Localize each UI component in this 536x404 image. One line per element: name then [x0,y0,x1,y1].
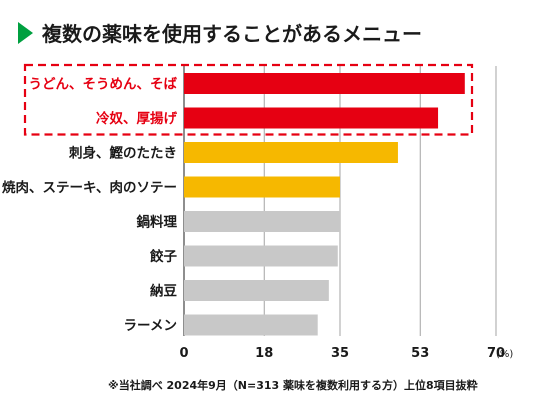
source-note: ※当社調べ 2024年9月（N=313 薬味を複数利用する方）上位8項目抜粋 [108,378,478,392]
tick-label: 18 [255,346,273,361]
category-label: 納豆 [150,283,177,300]
title-triangle-icon [18,22,33,44]
bar [184,176,340,198]
unit-label: (%) [496,349,513,360]
bar [184,73,465,94]
tick-label: 0 [179,346,188,361]
bar [184,107,439,129]
category-label: 冷奴、厚揚げ [96,110,177,127]
category-label: ラーメン [124,318,177,334]
tick-label: 53 [411,346,429,361]
category-label: 鍋料理 [137,214,178,231]
bar [184,280,329,301]
bar [184,142,398,163]
bar [184,211,340,232]
x-axis-ticks: 0 18 35 53 70 [179,346,505,361]
tick-label: 70 [487,346,505,361]
bar [184,314,318,336]
category-label: 焼肉、ステーキ、肉のソテー [2,179,177,196]
highlight-box [23,63,474,136]
category-label: 刺身、鰹のたたき [69,145,177,162]
tick-label: 35 [331,346,349,361]
category-labels: うどん、そうめん、そば冷奴、厚揚げ刺身、鰹のたたき焼肉、ステーキ、肉のソテー鍋料… [2,77,177,335]
category-label: うどん、そうめん、そば [29,77,178,93]
category-label: 餃子 [150,248,177,265]
chart-title: 複数の薬味を使用することがあるメニュー [42,22,422,46]
bars [184,73,465,336]
bar [184,245,338,267]
